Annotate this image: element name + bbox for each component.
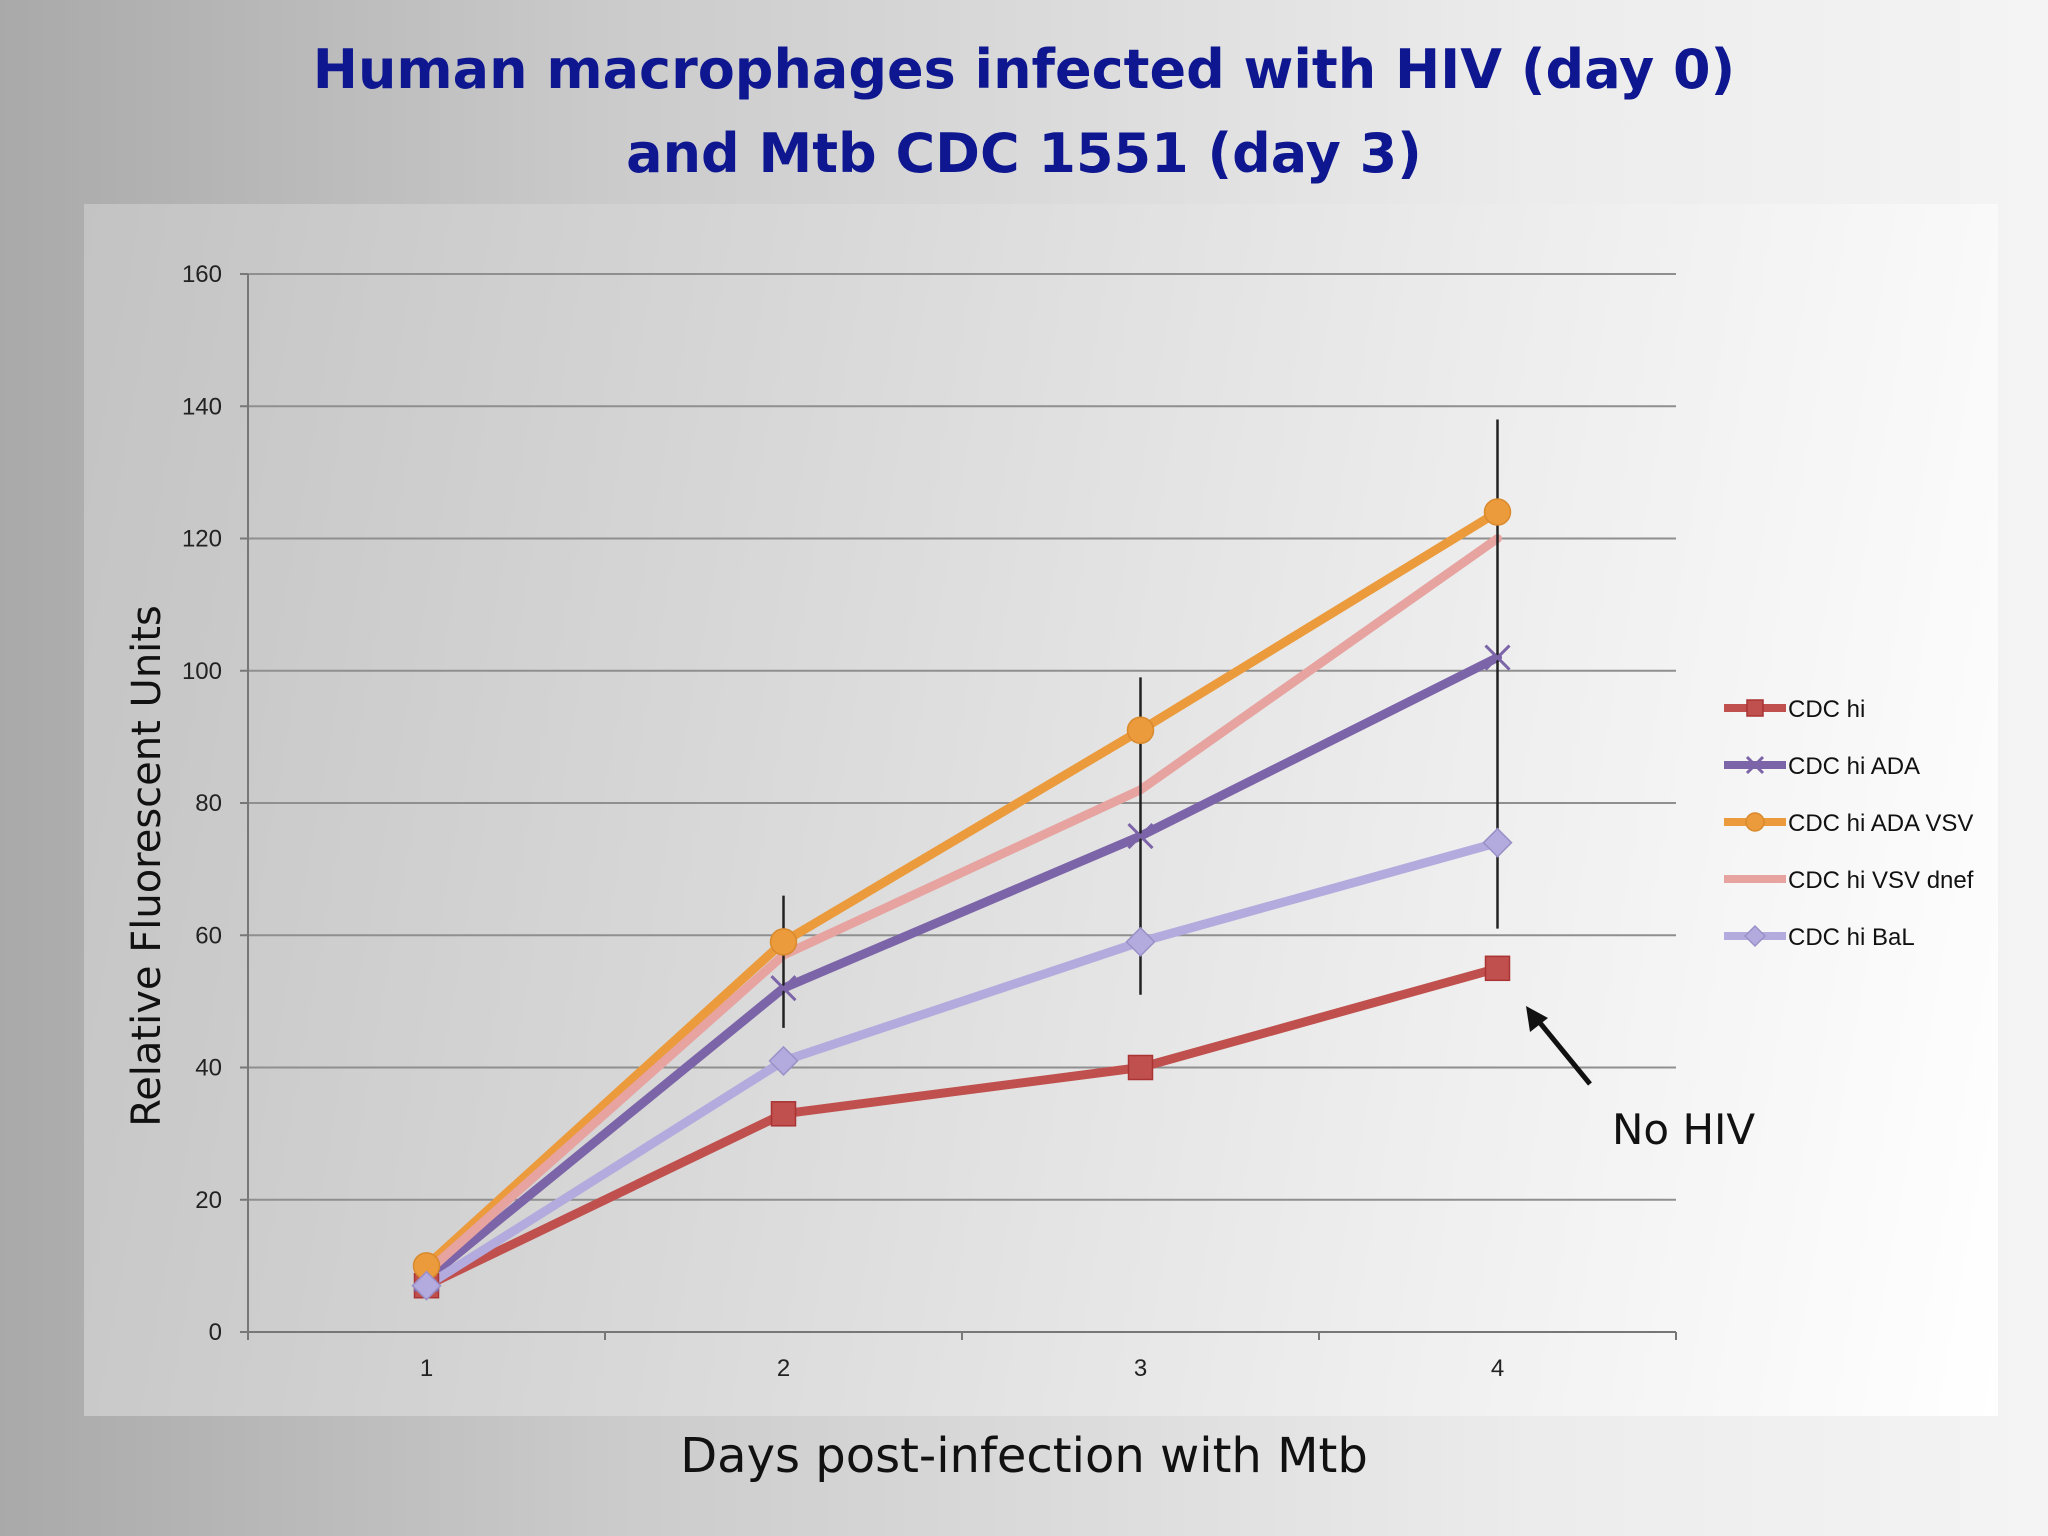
legend-label: CDC hi BaL xyxy=(1788,924,1915,951)
y-tick-label: 20 xyxy=(195,1187,222,1214)
y-tick-label: 80 xyxy=(195,790,222,817)
y-tick-label: 160 xyxy=(182,261,222,288)
x-tick-label: 3 xyxy=(1134,1355,1147,1382)
legend-label: CDC hi ADA VSV xyxy=(1788,810,1973,837)
x-tick-label: 4 xyxy=(1491,1355,1504,1382)
y-tick-label: 0 xyxy=(209,1319,222,1346)
y-axis-label: Relative Fluorescent Units xyxy=(124,605,170,1127)
legend-label: CDC hi VSV dnef xyxy=(1788,867,1974,894)
y-tick-label: 60 xyxy=(195,922,222,949)
data-point xyxy=(1746,699,1764,717)
x-tick-label: 2 xyxy=(777,1355,790,1382)
data-point xyxy=(1484,644,1511,671)
slide-title: Human macrophages infected with HIV (day… xyxy=(0,28,2048,196)
data-point xyxy=(770,1101,797,1127)
data-point xyxy=(1745,755,1765,775)
legend-label: CDC hi xyxy=(1788,696,1865,723)
data-point xyxy=(770,975,797,1002)
data-point xyxy=(1125,926,1156,957)
data-point xyxy=(769,928,798,956)
annotation-arrow-shaft xyxy=(1534,1016,1592,1086)
data-point xyxy=(1482,827,1513,858)
y-tick-label: 100 xyxy=(182,658,222,685)
y-tick-label: 40 xyxy=(195,1055,222,1082)
y-tick-label: 120 xyxy=(182,526,222,553)
data-point xyxy=(1127,823,1154,850)
annotation-arrow-head xyxy=(1526,1006,1548,1032)
series-line xyxy=(422,838,1502,1291)
data-point xyxy=(1483,498,1512,526)
series-line xyxy=(422,963,1502,1291)
series-line xyxy=(422,653,1502,1284)
annotation-no-hiv: No HIV xyxy=(1612,1105,1755,1154)
data-point xyxy=(768,1045,799,1076)
data-point xyxy=(1743,924,1767,948)
series-layer xyxy=(422,507,1502,1291)
y-tick-label: 140 xyxy=(182,393,222,420)
legend: CDC hi CDC hi ADA CDC hi ADA VSV CDC hi VSV… xyxy=(1724,696,1974,951)
x-tick-label: 1 xyxy=(420,1355,433,1382)
axis-layer: 0 20 40 60 80 100 120 140 160 1 2 3 4 xyxy=(182,261,1677,1382)
series-line xyxy=(422,534,1502,1277)
data-point xyxy=(1127,1054,1154,1081)
data-point xyxy=(1126,716,1155,745)
annotation: No HIV xyxy=(1526,1006,1755,1154)
marker-layer xyxy=(411,498,1513,1301)
x-axis-caption: Days post-infection with Mtb xyxy=(680,1428,1368,1484)
title-line-2: and Mtb CDC 1551 (day 3) xyxy=(626,122,1422,185)
data-point xyxy=(411,1270,442,1301)
data-point xyxy=(1745,812,1765,832)
series-line xyxy=(422,507,1502,1271)
title-line-1: Human macrophages infected with HIV (day… xyxy=(312,38,1736,101)
grid-layer xyxy=(248,273,1676,1201)
legend-label: CDC hi ADA xyxy=(1788,753,1920,780)
data-point xyxy=(1484,955,1511,982)
